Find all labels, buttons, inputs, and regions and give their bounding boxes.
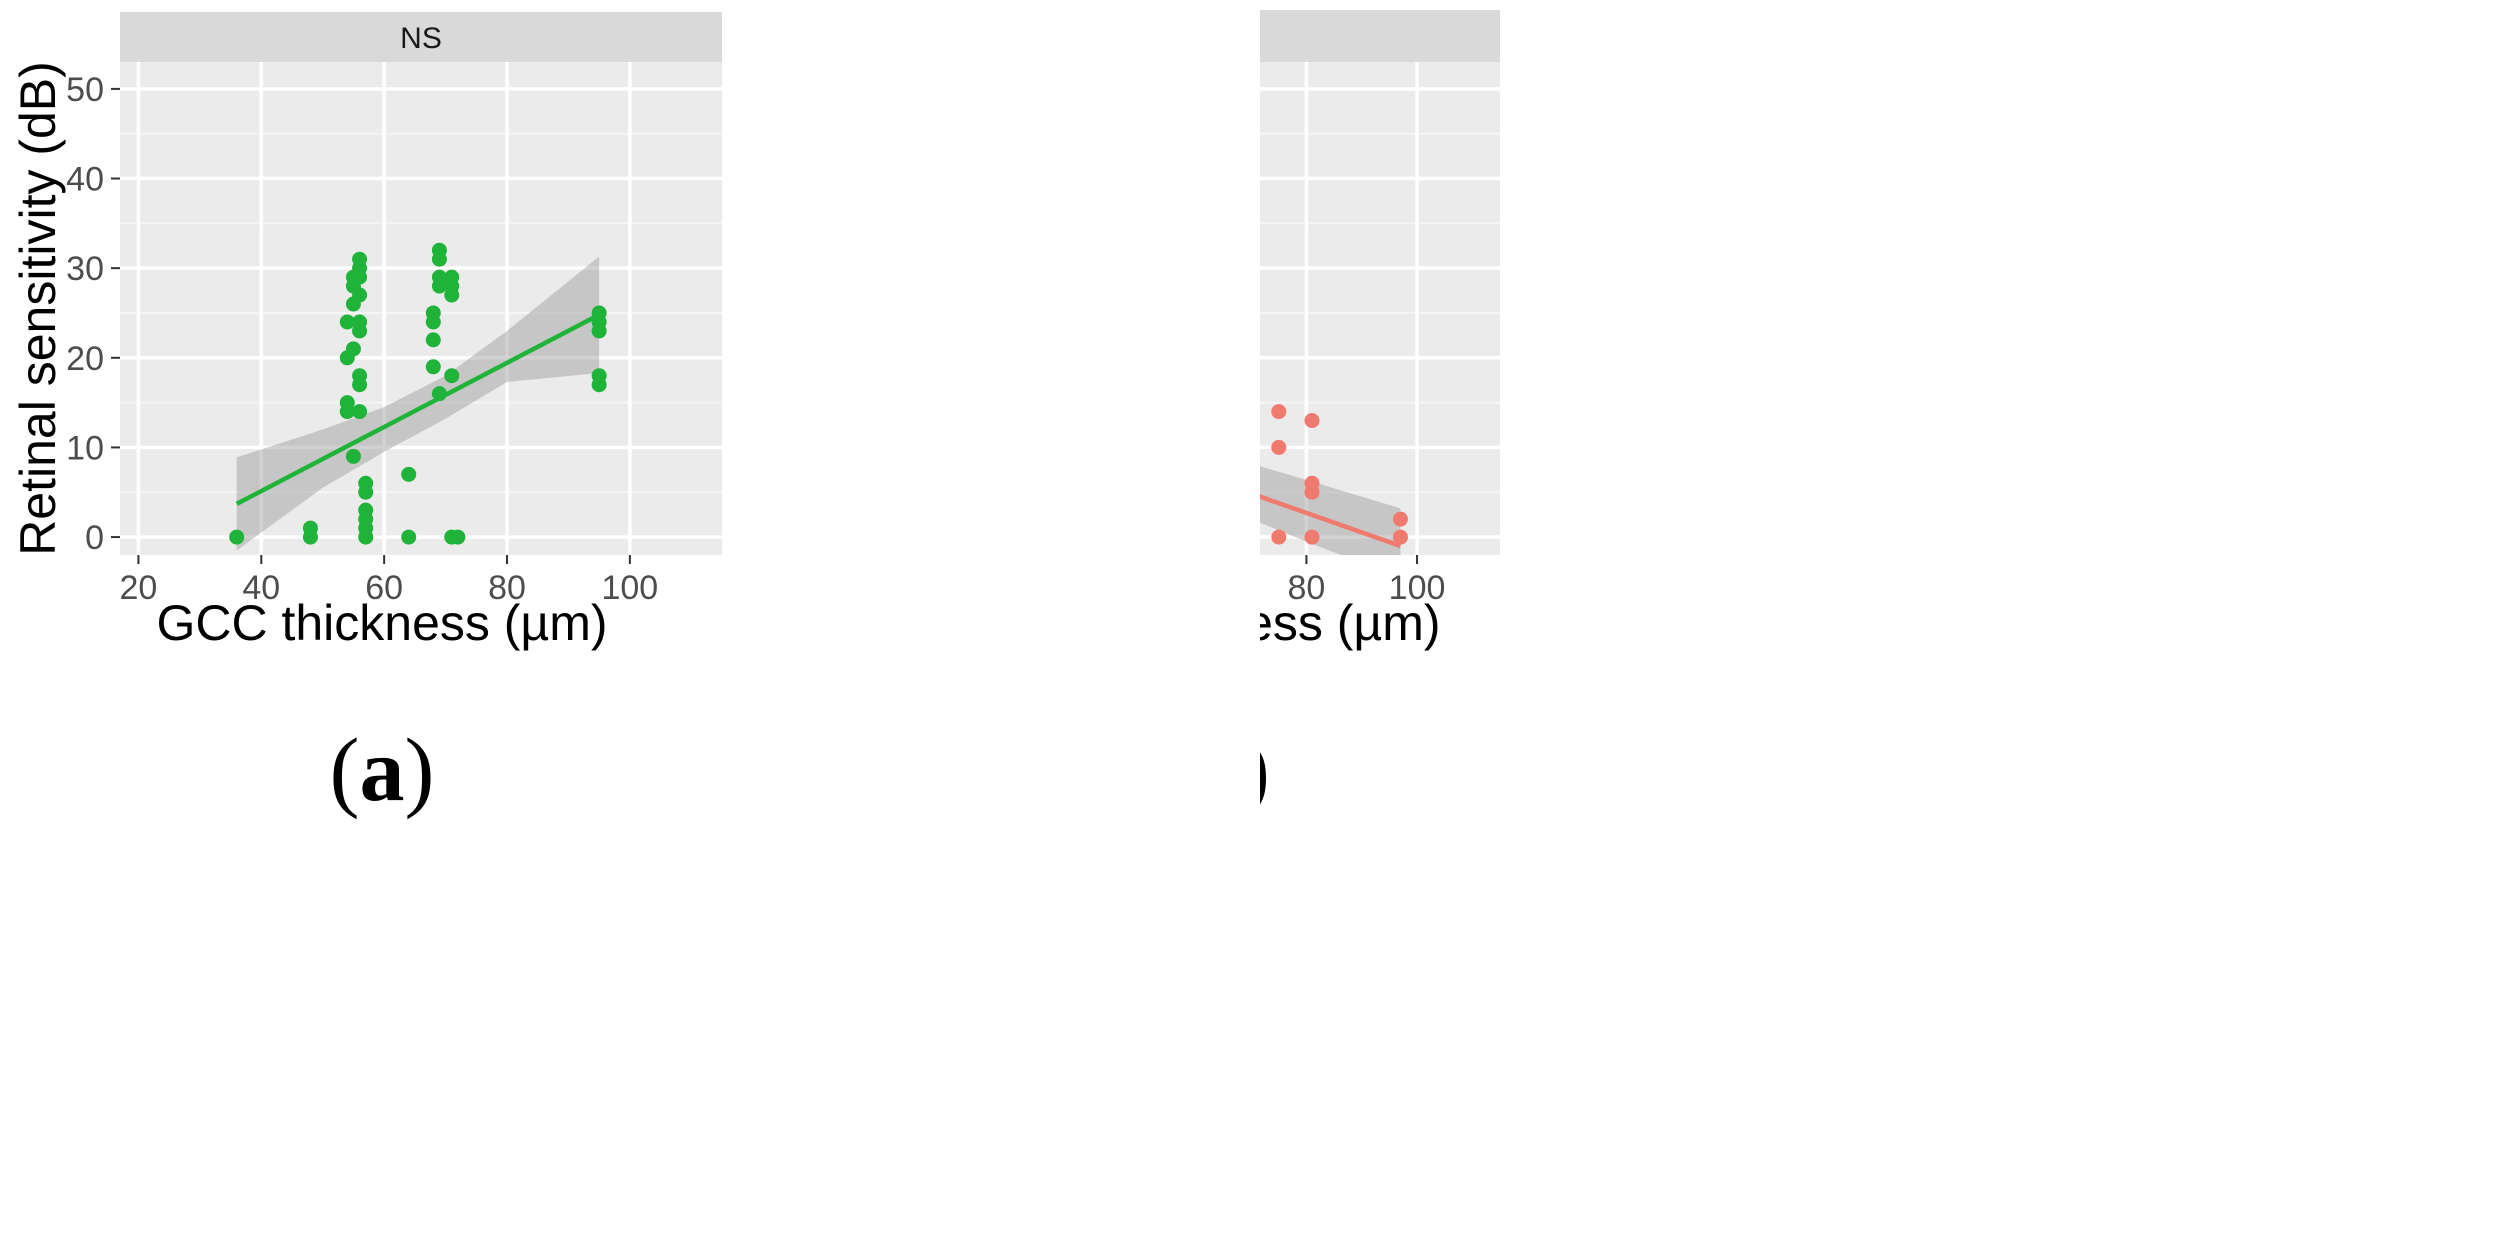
x-axis-title-b: GCC thickness (µm) bbox=[1260, 595, 1441, 651]
y-tick-label-a: 40 bbox=[66, 161, 104, 199]
data-point-a bbox=[401, 529, 417, 545]
x-axis-title-a: GCC thickness (µm) bbox=[156, 595, 607, 651]
panel-label-paren-close-b: ) bbox=[1260, 721, 1270, 820]
data-point-a bbox=[352, 368, 368, 384]
plot-background-b bbox=[1260, 62, 1500, 555]
y-tick-label-a: 30 bbox=[66, 250, 104, 288]
x-tick-label-a: 40 bbox=[242, 569, 280, 607]
confidence-band-a bbox=[236, 256, 600, 551]
panel-label-a: (a) bbox=[330, 721, 435, 820]
data-point-b bbox=[1304, 529, 1320, 545]
data-point-a bbox=[431, 269, 447, 285]
data-point-a bbox=[352, 314, 368, 330]
data-point-b bbox=[1304, 413, 1320, 429]
fit-line-b bbox=[1260, 494, 1402, 549]
panel-label-paren-open-a: ( bbox=[330, 721, 360, 820]
y-tick-label-a: 10 bbox=[66, 429, 104, 467]
x-tick-label-b: 80 bbox=[1288, 569, 1326, 607]
chart-panel-a: NS 20 40 60 80 100 0 10 20 30 40 50 GCC thickness (µ… bbox=[10, 12, 722, 820]
data-point-a bbox=[345, 448, 361, 464]
data-point-a bbox=[358, 475, 374, 491]
x-tick-label-a: 100 bbox=[601, 569, 658, 607]
data-point-a bbox=[425, 332, 441, 348]
data-point-b bbox=[1271, 529, 1287, 545]
y-axis-title-a: Retinal sensitivity (dB) bbox=[10, 61, 66, 556]
x-tick-label-a: 20 bbox=[120, 569, 158, 607]
data-point-b bbox=[1271, 439, 1287, 455]
x-tick-label-a: 80 bbox=[488, 569, 526, 607]
fit-line-a bbox=[235, 312, 601, 506]
data-point-a bbox=[352, 251, 368, 267]
data-point-a bbox=[339, 314, 355, 330]
data-point-a bbox=[425, 305, 441, 321]
data-point-a bbox=[339, 395, 355, 411]
chart-b-svg: I2040608010001020304050GCC thickness (µm… bbox=[1260, 10, 1500, 820]
data-point-a bbox=[352, 287, 368, 303]
chart-a-svg: NS 20 40 60 80 100 0 10 20 30 40 50 GCC thickness (µ… bbox=[10, 12, 722, 820]
data-point-b bbox=[1304, 484, 1320, 500]
data-point-b bbox=[1392, 511, 1408, 527]
strip-header-a bbox=[120, 12, 722, 62]
y-tick-label-a: 50 bbox=[66, 71, 104, 109]
x-tick-label-a: 60 bbox=[365, 569, 403, 607]
x-tick-label-b: 100 bbox=[1389, 569, 1446, 607]
y-tick-label-a: 20 bbox=[66, 340, 104, 378]
data-point-a bbox=[450, 529, 466, 545]
panel-label-paren-close-a: ) bbox=[405, 721, 435, 820]
data-point-a bbox=[431, 242, 447, 258]
data-point-a bbox=[302, 520, 318, 536]
panel-label-b: (b) bbox=[1260, 721, 1270, 820]
strip-title-a: NS bbox=[400, 22, 442, 55]
data-point-a bbox=[425, 359, 441, 375]
data-point-a bbox=[444, 269, 460, 285]
strip-header-b bbox=[1260, 10, 1500, 62]
data-point-b bbox=[1271, 404, 1287, 420]
data-point-a bbox=[345, 341, 361, 357]
data-point-a bbox=[444, 368, 460, 384]
panel-label-letter-a: a bbox=[360, 721, 405, 820]
data-point-a bbox=[401, 466, 417, 482]
chart-panel-b: I2040608010001020304050GCC thickness (µm… bbox=[1260, 0, 2520, 1237]
y-tick-label-a: 0 bbox=[85, 519, 104, 557]
data-point-a bbox=[591, 368, 607, 384]
data-point-a bbox=[229, 529, 245, 545]
data-point-a bbox=[352, 404, 368, 420]
data-point-b bbox=[1392, 529, 1408, 545]
plot-background-a bbox=[120, 62, 722, 555]
data-point-a bbox=[358, 502, 374, 518]
